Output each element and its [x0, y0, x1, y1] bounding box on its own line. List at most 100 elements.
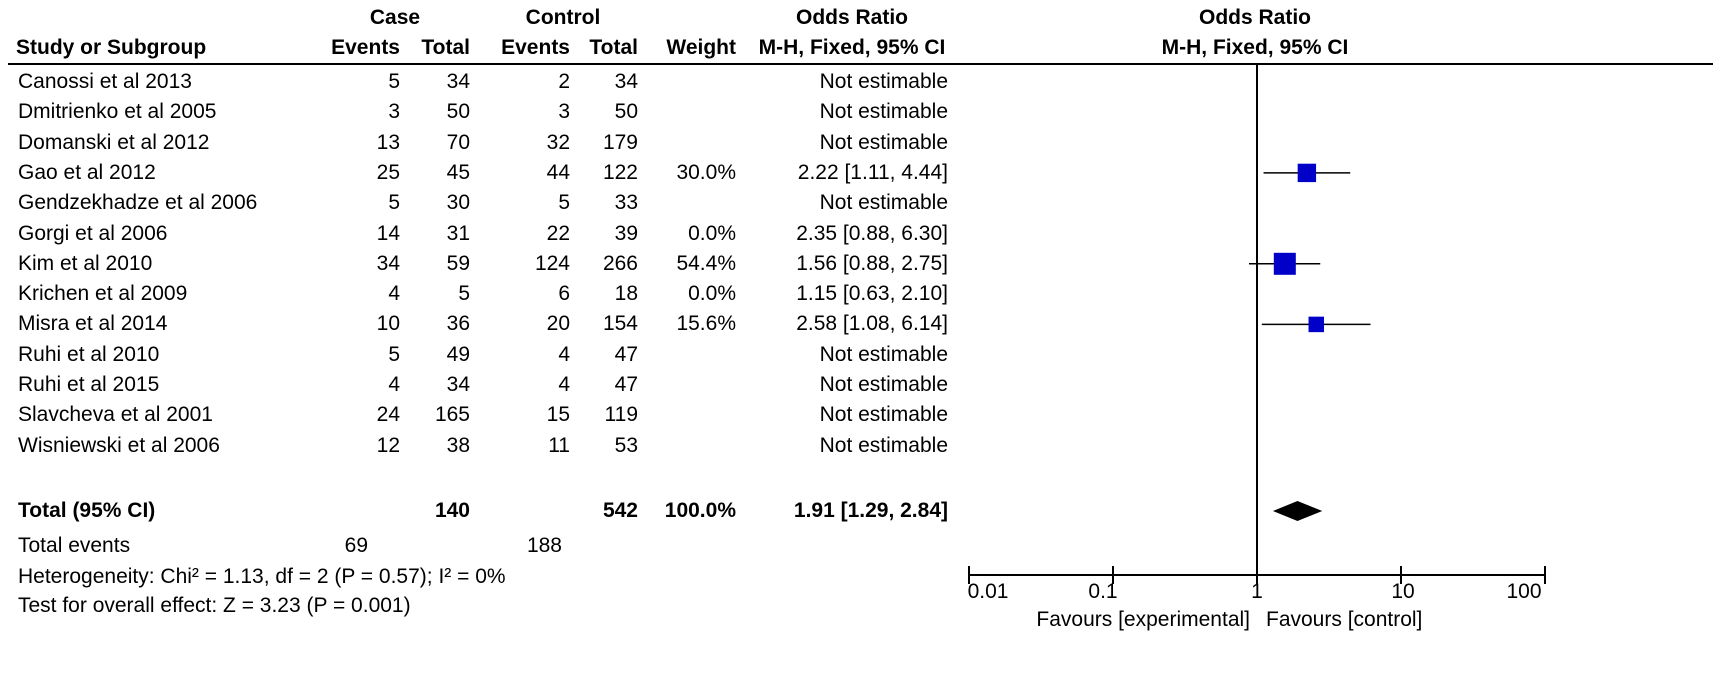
weight-value: 30.0% [676, 160, 736, 184]
total-control-total: 542 [602, 499, 638, 522]
control-total: 50 [614, 100, 638, 124]
control-total: 154 [602, 312, 638, 336]
case-total: 38 [446, 433, 470, 457]
control-total: 179 [602, 130, 638, 154]
x-tick-label-4: 100 [1506, 580, 1542, 603]
effect-square-1 [1273, 252, 1296, 275]
overall-effect-text: Test for overall effect: Z = 3.23 (P = 0… [18, 594, 411, 617]
case-events: 34 [376, 251, 400, 275]
study-name: Gendzekhadze et al 2006 [18, 191, 258, 215]
study-name: Misra et al 2014 [18, 312, 168, 336]
pooled-effect-diamond [1272, 501, 1323, 521]
odds-ratio-value: 1.56 [0.88, 2.75] [796, 251, 948, 275]
control-events: 2 [558, 70, 570, 93]
study-name: Krichen et al 2009 [18, 282, 188, 306]
control-events: 3 [558, 100, 570, 124]
control-events: 6 [558, 282, 570, 306]
case-total-header: Total [421, 36, 470, 59]
case-events: 5 [388, 191, 400, 215]
plot-title: Odds Ratio [1198, 6, 1311, 29]
control-total: 33 [614, 191, 638, 215]
header-divider [8, 63, 1713, 65]
control-events: 32 [546, 130, 570, 154]
plot-method: M-H, Fixed, 95% CI [1161, 36, 1349, 59]
study-name: Wisniewski et al 2006 [18, 433, 220, 457]
odds-ratio-value: Not estimable [819, 70, 948, 93]
x-tick-label-2: 1 [1251, 580, 1263, 603]
case-total: 5 [458, 282, 470, 306]
odds-ratio-value: Not estimable [819, 191, 948, 215]
odds-ratio-value: Not estimable [819, 342, 948, 366]
case-events: 5 [388, 342, 400, 366]
weight-value: 15.6% [676, 312, 736, 336]
control-events: 5 [558, 191, 570, 215]
control-group-header: Control [525, 6, 601, 29]
case-total: 34 [446, 70, 470, 93]
total-odds-ratio: 1.91 [1.29, 2.84] [793, 499, 948, 522]
study-name: Canossi et al 2013 [18, 70, 192, 93]
control-events-header: Events [501, 36, 570, 59]
study-name: Domanski et al 2012 [18, 130, 210, 154]
control-events: 22 [546, 221, 570, 245]
total-events-control: 188 [526, 534, 562, 557]
study-name: Gao et al 2012 [18, 160, 156, 184]
control-total: 47 [614, 373, 638, 396]
study-column-header: Study or Subgroup [16, 36, 207, 59]
case-events: 4 [388, 282, 400, 306]
study-name: Kim et al 2010 [18, 251, 153, 275]
control-events: 4 [558, 342, 570, 366]
case-events-header: Events [331, 36, 400, 59]
weight-value: 0.0% [688, 282, 736, 306]
weight-header: Weight [666, 36, 736, 59]
case-events: 13 [376, 130, 400, 154]
heterogeneity-text: Heterogeneity: Chi² = 1.13, df = 2 (P = … [18, 565, 506, 588]
control-total: 122 [602, 160, 638, 184]
odds-ratio-method: M-H, Fixed, 95% CI [758, 36, 946, 59]
odds-ratio-value: Not estimable [819, 130, 948, 154]
study-name: Slavcheva et al 2001 [18, 403, 213, 427]
weight-value: 54.4% [676, 251, 736, 275]
odds-ratio-value: 2.58 [1.08, 6.14] [796, 312, 948, 336]
total-case-total: 140 [434, 499, 470, 522]
case-events: 14 [376, 221, 400, 245]
study-name: Dmitrienko et al 2005 [18, 100, 217, 124]
control-total: 18 [614, 282, 638, 306]
control-total: 266 [602, 251, 638, 275]
control-total: 119 [604, 403, 638, 427]
control-events: 44 [546, 160, 570, 184]
effect-square-0 [1297, 163, 1317, 183]
control-events: 4 [558, 373, 570, 396]
x-tick-label-1: 0.1 [1088, 580, 1118, 603]
study-name: Ruhi et al 2015 [18, 373, 160, 396]
odds-ratio-title: Odds Ratio [795, 6, 908, 29]
case-total: 36 [446, 312, 470, 336]
x-tick-label-3: 10 [1391, 580, 1415, 603]
control-total: 34 [614, 70, 638, 93]
control-total-header: Total [589, 36, 638, 59]
control-total: 39 [614, 221, 638, 245]
case-total: 34 [446, 373, 470, 396]
total-label: Total (95% CI) [18, 499, 156, 522]
odds-ratio-value: Not estimable [819, 403, 948, 427]
case-events: 12 [376, 433, 400, 457]
study-name: Ruhi et al 2010 [18, 342, 160, 366]
case-total: 59 [446, 251, 470, 275]
case-total: 70 [446, 130, 470, 154]
case-total: 31 [446, 221, 470, 245]
total-weight: 100.0% [664, 499, 736, 522]
case-total: 30 [446, 191, 470, 215]
x-tick-label-0: 0.01 [967, 580, 1009, 603]
control-events: 124 [534, 251, 570, 275]
case-events: 3 [388, 100, 400, 124]
control-events: 11 [548, 433, 570, 457]
case-total: 50 [446, 100, 470, 124]
case-total: 45 [446, 160, 470, 184]
total-events-label: Total events [18, 534, 131, 557]
case-events: 24 [376, 403, 400, 427]
control-events: 15 [546, 403, 570, 427]
case-events: 25 [376, 160, 400, 184]
favours-control-label: Favours [control] [1266, 608, 1423, 631]
total-events-case: 69 [344, 534, 368, 557]
case-events: 10 [376, 312, 400, 336]
